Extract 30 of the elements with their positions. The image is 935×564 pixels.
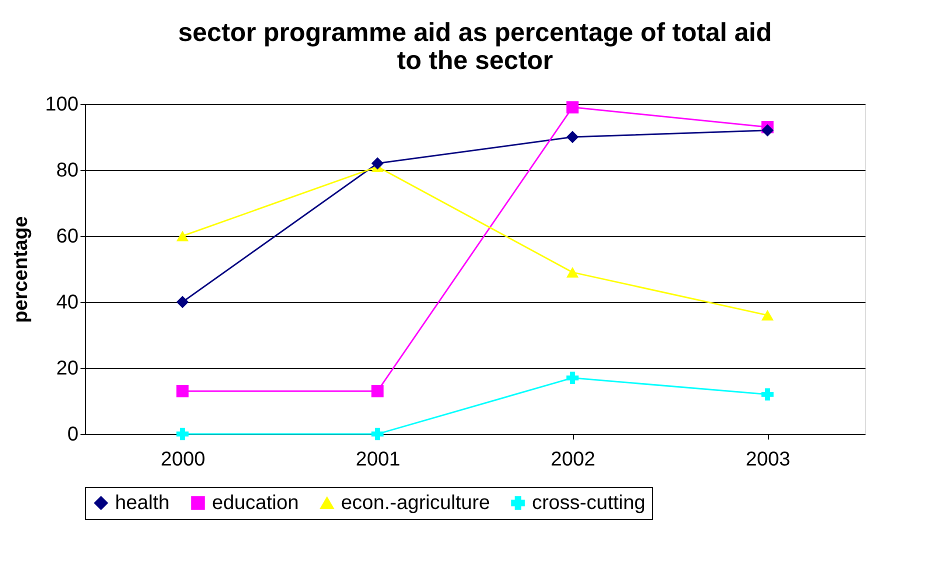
point: [566, 101, 579, 114]
point: [761, 388, 774, 401]
point: [176, 230, 189, 242]
point: [176, 296, 189, 308]
y-tick-label: 40: [56, 292, 78, 314]
legend-label: cross-cutting: [532, 492, 646, 514]
point: [176, 428, 189, 440]
x-tick-label: 2001: [356, 448, 400, 470]
legend-label: health: [115, 492, 170, 514]
point: [566, 266, 579, 278]
point: [566, 130, 579, 144]
x-tick-label: 2002: [550, 448, 596, 470]
point: [371, 157, 384, 170]
point: [371, 428, 384, 440]
point: [371, 384, 384, 398]
legend-label: econ.-agriculture: [341, 492, 490, 514]
point: [176, 384, 189, 398]
chart-title: sector programme aid as percentage of total aid to the sector: [178, 17, 772, 75]
y-tick-label: 80: [56, 160, 78, 182]
x-tick-label: 2003: [746, 448, 790, 470]
point: [761, 124, 774, 137]
y-tick-label: 100: [45, 94, 78, 116]
y-tick-label: 0: [67, 424, 78, 446]
x-tick-label: 2000: [160, 448, 206, 470]
y-tick-label: 20: [56, 358, 78, 380]
point: [566, 372, 579, 384]
legend-label: education: [212, 492, 299, 514]
point: [761, 310, 774, 321]
y-axis-title: percentage: [10, 216, 32, 323]
y-tick-label: 60: [56, 226, 78, 248]
